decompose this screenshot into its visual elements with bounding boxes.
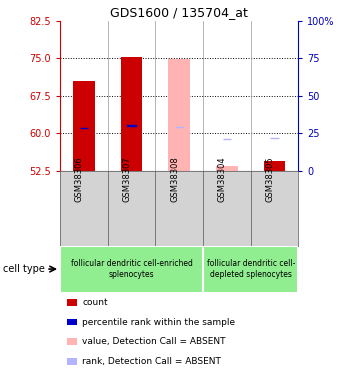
Text: follicular dendritic cell-enriched
splenocytes: follicular dendritic cell-enriched splen…: [71, 259, 192, 279]
Text: GSM38308: GSM38308: [170, 157, 179, 203]
Title: GDS1600 / 135704_at: GDS1600 / 135704_at: [110, 6, 248, 20]
Text: GSM38306: GSM38306: [75, 157, 84, 203]
Text: count: count: [82, 298, 108, 307]
Text: rank, Detection Call = ABSENT: rank, Detection Call = ABSENT: [82, 357, 221, 366]
Bar: [60, 246, 203, 292]
Bar: [203, 246, 298, 292]
Bar: [168, 59, 190, 171]
Text: GSM38305: GSM38305: [265, 157, 274, 203]
Text: cell type: cell type: [3, 264, 45, 274]
Bar: [216, 166, 238, 171]
Text: value, Detection Call = ABSENT: value, Detection Call = ABSENT: [82, 337, 226, 346]
Text: GSM38304: GSM38304: [218, 157, 227, 203]
Bar: [121, 57, 142, 171]
Bar: [175, 127, 184, 128]
Text: percentile rank within the sample: percentile rank within the sample: [82, 318, 235, 327]
Bar: [73, 81, 95, 171]
Bar: [223, 139, 231, 140]
Text: follicular dendritic cell-
depleted splenocytes: follicular dendritic cell- depleted sple…: [206, 259, 295, 279]
Text: GSM38307: GSM38307: [122, 157, 132, 203]
Bar: [127, 125, 136, 126]
Bar: [264, 160, 285, 171]
